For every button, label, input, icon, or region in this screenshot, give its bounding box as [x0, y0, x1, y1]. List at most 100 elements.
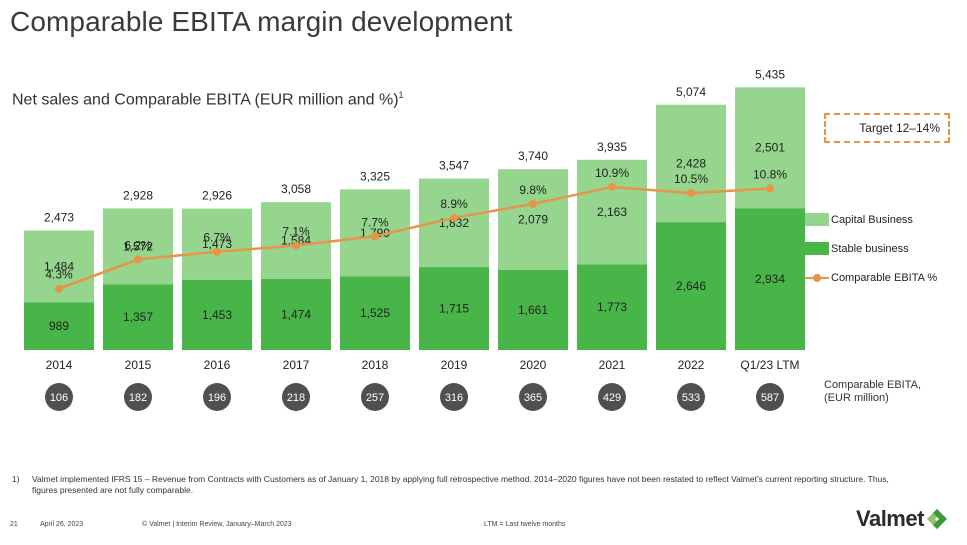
data-label-total: 3,740 [518, 149, 548, 163]
x-tick-label: 2019 [441, 358, 468, 372]
ebita-value-circle [45, 383, 73, 411]
ebita-value-label: 218 [287, 392, 305, 404]
data-label-capital: 1,473 [202, 237, 232, 251]
ebita-pct-point [213, 247, 221, 256]
x-tick-label: 2014 [46, 358, 73, 372]
data-label-total: 5,074 [676, 85, 706, 99]
chart: 989 1,484 2,473 2014 4.3% 106 1,357 1,572 2,928 2… [24, 67, 805, 411]
data-label-ebita-pct: 10.8% [753, 168, 787, 182]
legend-item-capital: Capital Business [805, 213, 913, 226]
x-tick-label: 2017 [283, 358, 310, 372]
data-label-total: 3,935 [597, 140, 627, 154]
bar-stable [498, 269, 568, 350]
ebita-pct-point [292, 241, 300, 250]
ebita-value-label: 587 [761, 392, 779, 404]
valmet-logo: Valmet [856, 505, 954, 533]
ebita-pct-point [529, 199, 537, 208]
chart-subtitle: Net sales and Comparable EBITA (EUR mill… [12, 90, 404, 109]
data-label-ebita-pct: 6.2% [124, 238, 152, 252]
data-label-ebita-pct: 10.5% [674, 172, 708, 186]
bar-stable [182, 279, 252, 350]
x-tick-label: 2020 [520, 358, 547, 372]
ebita-pct-point [687, 189, 695, 198]
bar-stable [340, 276, 410, 350]
data-label-total: 3,325 [360, 169, 390, 183]
logo-text: Valmet [856, 506, 924, 531]
data-label-ebita-pct: 7.1% [282, 225, 310, 239]
ebita-value-circle [361, 383, 389, 411]
x-tick-label: 2015 [125, 358, 152, 372]
ebita-value-circle [282, 383, 310, 411]
ebita-pct-point [55, 284, 63, 293]
x-tick-label: 2022 [678, 358, 705, 372]
ebita-value-label: 196 [208, 392, 226, 404]
data-label-stable: 1,453 [202, 308, 232, 322]
ebita-pct-point [371, 232, 379, 241]
footer-ltm-note: LTM = Last twelve months [484, 521, 566, 528]
x-tick-label: Q1/23 LTM [740, 358, 799, 372]
legend-label-stable: Stable business [831, 242, 909, 255]
data-label-stable: 989 [49, 319, 69, 333]
data-label-capital: 2,501 [755, 141, 785, 155]
legend-label-ebita: Comparable EBITA % [831, 271, 938, 284]
bar-capital [656, 104, 726, 223]
bar-stable [656, 222, 726, 350]
ebita-pct-point [450, 213, 458, 222]
footer-date: April 26, 2023 [40, 521, 84, 528]
bar-capital [577, 159, 647, 265]
bar-stable [103, 284, 173, 350]
legend-label-capital: Capital Business [831, 213, 913, 226]
data-label-total: 2,928 [123, 188, 153, 202]
data-label-total: 2,473 [44, 210, 74, 224]
data-label-ebita-pct: 9.8% [519, 183, 547, 197]
ebita-value-circle [519, 383, 547, 411]
ebita-value-circle [677, 383, 705, 411]
data-label-stable: 1,474 [281, 307, 311, 321]
bar-capital [103, 208, 173, 285]
ebita-value-label: 106 [50, 392, 68, 404]
valmet-arrow-icon [926, 509, 947, 529]
legend-swatch-stable [805, 242, 829, 255]
ebita-value-label: 316 [445, 392, 463, 404]
footer-copyright: © Valmet | Interim Review, January–March… [142, 521, 292, 528]
bar-capital [182, 208, 252, 280]
legend-swatch-capital [805, 213, 829, 226]
ebita-value-label: 429 [603, 392, 621, 404]
data-label-capital: 2,163 [597, 205, 627, 219]
data-label-ebita-pct: 6.7% [203, 231, 231, 245]
bar-capital [498, 169, 568, 270]
ebita-pct-point [608, 182, 616, 191]
data-label-total: 5,435 [755, 67, 785, 81]
x-tick-label: 2018 [362, 358, 389, 372]
ebita-value-label: 182 [129, 392, 147, 404]
ebita-value-circle [124, 383, 152, 411]
bar-capital [261, 202, 331, 279]
ebita-value-circle [203, 383, 231, 411]
ebita-pct-point [766, 184, 774, 193]
data-label-capital: 2,079 [518, 212, 548, 226]
ebita-caption-line-1: Comparable EBITA, [824, 379, 922, 391]
data-label-total: 3,547 [439, 159, 469, 173]
x-tick-label: 2021 [599, 358, 626, 372]
ebita-value-circle [756, 383, 784, 411]
ebita-value-circle [598, 383, 626, 411]
footnote-number: 1) [12, 474, 20, 484]
footnote-text: Valmet implemented IFRS 15 – Revenue fro… [32, 474, 889, 495]
data-label-stable: 1,773 [597, 300, 627, 314]
ebita-caption-line-2: (EUR million) [824, 392, 889, 404]
bar-stable [419, 267, 489, 350]
legend-item-stable: Stable business [805, 242, 909, 255]
bar-stable [261, 278, 331, 350]
legend-swatch-ebita [805, 271, 829, 284]
data-label-stable: 1,525 [360, 306, 390, 320]
ebita-value-label: 257 [366, 392, 384, 404]
target-box: Target 12–14% [824, 113, 950, 143]
data-label-capital: 2,428 [676, 156, 706, 170]
ebita-pct-point [134, 255, 142, 264]
data-label-total: 3,058 [281, 182, 311, 196]
data-label-stable: 1,661 [518, 303, 548, 317]
data-label-capital: 1,484 [44, 259, 74, 273]
target-label: Target 12–14% [859, 121, 940, 135]
data-label-ebita-pct: 7.7% [361, 215, 389, 229]
data-label-stable: 2,934 [755, 272, 785, 286]
